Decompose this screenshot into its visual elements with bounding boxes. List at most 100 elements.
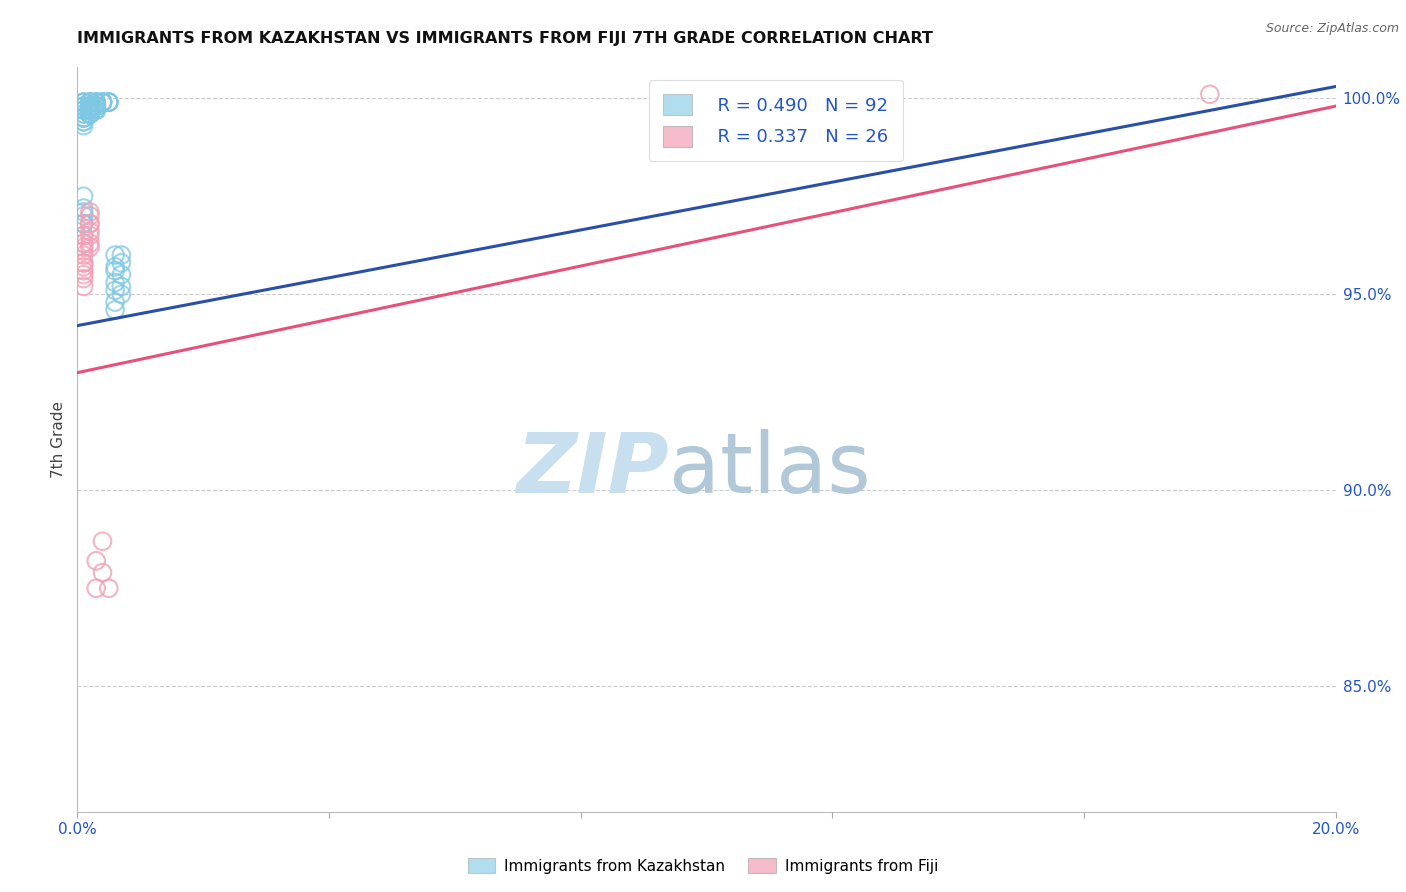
Point (79, 107, 101, 121)
Point (72, 256, 94, 270)
Point (91, 566, 114, 580)
Point (72, 111, 94, 125)
Text: Source: ZipAtlas.com: Source: ZipAtlas.com (1265, 22, 1399, 36)
Point (72, 111, 94, 125)
Point (72, 244, 94, 259)
Point (79, 103, 101, 117)
Point (79, 205, 101, 219)
Point (91, 95, 114, 110)
Point (72, 248, 94, 262)
Point (72, 228, 94, 243)
Point (79, 99, 101, 113)
Point (79, 107, 101, 121)
Point (72, 279, 94, 293)
Point (79, 99, 101, 113)
Point (84, 99, 107, 113)
Point (72, 209, 94, 223)
Point (72, 217, 94, 231)
Point (79, 95, 101, 110)
Point (79, 103, 101, 117)
Point (97, 95, 120, 110)
Point (79, 103, 101, 117)
Point (72, 107, 94, 121)
Point (104, 248, 127, 262)
Text: atlas: atlas (669, 428, 870, 509)
Point (72, 115, 94, 129)
Point (84, 103, 107, 117)
Point (79, 99, 101, 113)
Y-axis label: 7th Grade: 7th Grade (51, 401, 66, 478)
Point (84, 103, 107, 117)
Point (72, 189, 94, 203)
Point (72, 99, 94, 113)
Point (104, 295, 127, 310)
Point (79, 236, 101, 251)
Point (84, 95, 107, 110)
Point (72, 103, 94, 117)
Point (79, 95, 101, 110)
Legend: Immigrants from Kazakhstan, Immigrants from Fiji: Immigrants from Kazakhstan, Immigrants f… (461, 852, 945, 880)
Point (110, 287, 132, 301)
Point (84, 99, 107, 113)
Point (84, 581, 107, 595)
Point (91, 95, 114, 110)
Point (79, 103, 101, 117)
Point (72, 95, 94, 110)
Point (72, 95, 94, 110)
Point (110, 268, 132, 282)
Point (72, 236, 94, 251)
Point (79, 228, 101, 243)
Point (79, 217, 101, 231)
Point (84, 95, 107, 110)
Legend:   R = 0.490   N = 92,   R = 0.337   N = 26: R = 0.490 N = 92, R = 0.337 N = 26 (648, 79, 903, 161)
Point (72, 115, 94, 129)
Point (79, 103, 101, 117)
Point (79, 107, 101, 121)
Point (84, 554, 107, 568)
Point (79, 103, 101, 117)
Point (91, 95, 114, 110)
Point (84, 103, 107, 117)
Point (97, 95, 120, 110)
Point (79, 95, 101, 110)
Point (72, 99, 94, 113)
Point (72, 111, 94, 125)
Point (91, 95, 114, 110)
Point (84, 99, 107, 113)
Point (104, 276, 127, 290)
Point (84, 95, 107, 110)
Point (79, 209, 101, 223)
Point (84, 99, 107, 113)
Point (91, 534, 114, 549)
Point (84, 99, 107, 113)
Point (110, 279, 132, 293)
Point (110, 256, 132, 270)
Point (1199, 87, 1222, 102)
Point (72, 103, 94, 117)
Point (79, 240, 101, 254)
Text: ZIP: ZIP (516, 428, 669, 509)
Point (72, 95, 94, 110)
Point (72, 119, 94, 133)
Point (79, 103, 101, 117)
Point (91, 95, 114, 110)
Point (79, 95, 101, 110)
Point (72, 201, 94, 215)
Point (72, 217, 94, 231)
Point (79, 225, 101, 239)
Point (79, 217, 101, 231)
Point (79, 103, 101, 117)
Point (97, 581, 120, 595)
Point (79, 99, 101, 113)
Point (72, 240, 94, 254)
Point (79, 103, 101, 117)
Point (79, 103, 101, 117)
Point (72, 228, 94, 243)
Point (84, 99, 107, 113)
Point (84, 99, 107, 113)
Point (84, 99, 107, 113)
Point (72, 268, 94, 282)
Point (72, 256, 94, 270)
Point (84, 99, 107, 113)
Point (104, 284, 127, 298)
